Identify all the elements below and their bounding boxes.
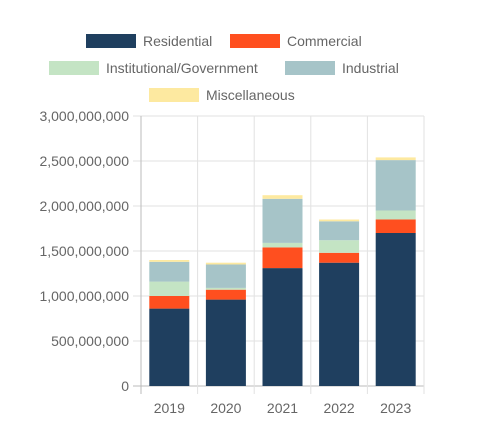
x-tick-label: 2022: [324, 400, 355, 416]
bar-industrial-2019[interactable]: [149, 261, 190, 282]
y-tick-label: 2,500,000,000: [39, 153, 129, 169]
x-axis: 2019 2020 2021 2022 2023: [154, 400, 412, 416]
bar-miscellaneous-2023[interactable]: [375, 157, 416, 161]
bar-industrial-2022[interactable]: [319, 221, 360, 241]
legend-swatch-commercial[interactable]: [230, 34, 280, 48]
legend-label-residential[interactable]: Residential: [143, 33, 212, 49]
y-tick-label: 3,000,000,000: [39, 108, 129, 124]
bar-industrial-2020[interactable]: [205, 264, 246, 288]
bar-residential-2019[interactable]: [149, 308, 190, 386]
x-tick-label: 2021: [267, 400, 298, 416]
bar-industrial-2023[interactable]: [375, 160, 416, 211]
bar-institutional-government-2020[interactable]: [205, 287, 246, 290]
bar-miscellaneous-2022[interactable]: [319, 219, 360, 222]
x-tick-label: 2023: [380, 400, 411, 416]
bar-miscellaneous-2019[interactable]: [149, 260, 190, 262]
bar-institutional-government-2019[interactable]: [149, 281, 190, 296]
y-tick-label: 0: [121, 378, 129, 394]
bar-commercial-2021[interactable]: [262, 247, 303, 269]
bar-residential-2021[interactable]: [262, 268, 303, 386]
y-axis: 3,000,000,000 2,500,000,000 2,000,000,000 1…: [39, 108, 129, 394]
legend-label-industrial[interactable]: Industrial: [342, 60, 399, 76]
legend-swatch-industrial[interactable]: [285, 61, 335, 75]
legend-swatch-institutional-government[interactable]: [49, 61, 99, 75]
bar-industrial-2021[interactable]: [262, 198, 303, 243]
legend-label-commercial[interactable]: Commercial: [287, 33, 362, 49]
y-tick-label: 2,000,000,000: [39, 198, 129, 214]
legend: Residential Commercial Institutional/Gover…: [49, 33, 399, 103]
y-tick-label: 1,500,000,000: [39, 243, 129, 259]
legend-label-miscellaneous[interactable]: Miscellaneous: [206, 87, 295, 103]
x-tick-label: 2019: [154, 400, 185, 416]
bar-miscellaneous-2021[interactable]: [262, 195, 303, 199]
x-tick-label: 2020: [210, 400, 241, 416]
legend-label-institutional-government[interactable]: Institutional/Government: [106, 60, 258, 76]
bar-commercial-2023[interactable]: [375, 219, 416, 234]
legend-swatch-miscellaneous[interactable]: [149, 88, 199, 102]
bar-residential-2022[interactable]: [319, 262, 360, 386]
bar-institutional-government-2023[interactable]: [375, 210, 416, 220]
bar-residential-2023[interactable]: [375, 233, 416, 386]
y-tick-label: 500,000,000: [51, 333, 129, 349]
bar-commercial-2019[interactable]: [149, 296, 190, 309]
bar-miscellaneous-2020[interactable]: [205, 262, 246, 265]
bars: [149, 157, 416, 386]
bar-institutional-government-2021[interactable]: [262, 242, 303, 248]
bar-commercial-2022[interactable]: [319, 252, 360, 263]
bar-residential-2020[interactable]: [205, 299, 246, 386]
y-tick-label: 1,000,000,000: [39, 288, 129, 304]
bar-commercial-2020[interactable]: [205, 289, 246, 300]
legend-swatch-residential[interactable]: [86, 34, 136, 48]
bar-institutional-government-2022[interactable]: [319, 240, 360, 253]
